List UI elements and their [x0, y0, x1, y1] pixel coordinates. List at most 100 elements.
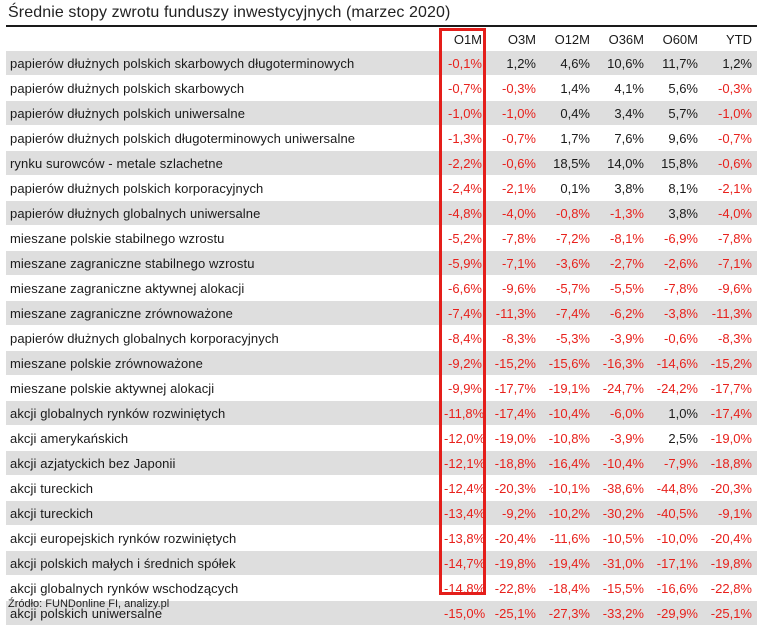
value-o36m: -6,2%	[595, 301, 649, 326]
value-ytd: -0,7%	[703, 126, 757, 151]
value-o60m: -14,6%	[649, 351, 703, 376]
value-o60m: 3,8%	[649, 201, 703, 226]
table-row: papierów dłużnych polskich skarbowych-0,…	[6, 76, 757, 101]
value-o3m: -0,3%	[487, 76, 541, 101]
fund-category-label: akcji tureckich	[6, 476, 440, 501]
table-row: mieszane polskie zrównoważone-9,2%-15,2%…	[6, 351, 757, 376]
header-ytd: YTD	[703, 28, 757, 51]
value-o3m: -7,1%	[487, 251, 541, 276]
value-ytd: -7,1%	[703, 251, 757, 276]
table-row: akcji amerykańskich-12,0%-19,0%-10,8%-3,…	[6, 426, 757, 451]
value-o1m: -14,8%	[440, 576, 487, 601]
fund-category-label: mieszane zagraniczne stabilnego wzrostu	[6, 251, 440, 276]
value-o60m: -24,2%	[649, 376, 703, 401]
value-o36m: -24,7%	[595, 376, 649, 401]
value-ytd: -9,1%	[703, 501, 757, 526]
value-o12m: -5,3%	[541, 326, 595, 351]
value-o36m: -16,3%	[595, 351, 649, 376]
value-o60m: -17,1%	[649, 551, 703, 576]
value-o12m: -7,2%	[541, 226, 595, 251]
value-ytd: -19,0%	[703, 426, 757, 451]
value-o3m: -11,3%	[487, 301, 541, 326]
value-o1m: -12,0%	[440, 426, 487, 451]
header-label	[6, 28, 440, 51]
value-o3m: -25,1%	[487, 601, 541, 625]
value-o60m: 11,7%	[649, 51, 703, 76]
value-o60m: -44,8%	[649, 476, 703, 501]
value-ytd: -0,6%	[703, 151, 757, 176]
value-o60m: 5,6%	[649, 76, 703, 101]
header-row: O1M O3M O12M O36M O60M YTD	[6, 28, 757, 51]
value-o1m: -0,7%	[440, 76, 487, 101]
table-row: mieszane zagraniczne zrównoważone-7,4%-1…	[6, 301, 757, 326]
value-o1m: -11,8%	[440, 401, 487, 426]
value-o1m: -9,9%	[440, 376, 487, 401]
value-o60m: -3,8%	[649, 301, 703, 326]
table-row: akcji europejskich rynków rozwiniętych-1…	[6, 526, 757, 551]
fund-category-label: akcji globalnych rynków rozwiniętych	[6, 401, 440, 426]
value-o12m: 4,6%	[541, 51, 595, 76]
returns-table: O1M O3M O12M O36M O60M YTD papierów dłuż…	[6, 28, 757, 625]
value-o1m: -5,9%	[440, 251, 487, 276]
value-o3m: -18,8%	[487, 451, 541, 476]
value-o3m: -19,0%	[487, 426, 541, 451]
value-o36m: -1,3%	[595, 201, 649, 226]
value-o36m: -3,9%	[595, 326, 649, 351]
value-o60m: -7,9%	[649, 451, 703, 476]
value-o3m: -20,4%	[487, 526, 541, 551]
value-o60m: -40,5%	[649, 501, 703, 526]
value-o3m: -0,7%	[487, 126, 541, 151]
fund-category-label: akcji globalnych rynków wschodzących	[6, 576, 440, 601]
fund-category-label: akcji tureckich	[6, 501, 440, 526]
value-o60m: 2,5%	[649, 426, 703, 451]
header-o60m: O60M	[649, 28, 703, 51]
page-title: Średnie stopy zwrotu funduszy inwestycyj…	[8, 4, 450, 22]
header-o3m: O3M	[487, 28, 541, 51]
value-o60m: -29,9%	[649, 601, 703, 625]
value-ytd: -8,3%	[703, 326, 757, 351]
value-o12m: -19,4%	[541, 551, 595, 576]
value-o12m: -19,1%	[541, 376, 595, 401]
value-o36m: -38,6%	[595, 476, 649, 501]
fund-category-label: akcji azjatyckich bez Japonii	[6, 451, 440, 476]
value-o12m: 18,5%	[541, 151, 595, 176]
value-ytd: -0,3%	[703, 76, 757, 101]
value-o60m: -7,8%	[649, 276, 703, 301]
value-o12m: -15,6%	[541, 351, 595, 376]
value-o3m: -15,2%	[487, 351, 541, 376]
value-o1m: -6,6%	[440, 276, 487, 301]
fund-category-label: rynku surowców - metale szlachetne	[6, 151, 440, 176]
fund-category-label: papierów dłużnych globalnych korporacyjn…	[6, 326, 440, 351]
value-ytd: -17,4%	[703, 401, 757, 426]
value-o60m: -2,6%	[649, 251, 703, 276]
value-ytd: -9,6%	[703, 276, 757, 301]
table-row: akcji polskich małych i średnich spółek-…	[6, 551, 757, 576]
table-row: mieszane polskie aktywnej alokacji-9,9%-…	[6, 376, 757, 401]
value-o36m: -5,5%	[595, 276, 649, 301]
fund-category-label: papierów dłużnych polskich uniwersalne	[6, 101, 440, 126]
table-row: papierów dłużnych globalnych korporacyjn…	[6, 326, 757, 351]
value-o3m: 1,2%	[487, 51, 541, 76]
value-o12m: -10,4%	[541, 401, 595, 426]
table-row: rynku surowców - metale szlachetne-2,2%-…	[6, 151, 757, 176]
table-row: akcji tureckich-13,4%-9,2%-10,2%-30,2%-4…	[6, 501, 757, 526]
value-ytd: -20,4%	[703, 526, 757, 551]
value-ytd: -15,2%	[703, 351, 757, 376]
value-o12m: -3,6%	[541, 251, 595, 276]
value-o3m: -1,0%	[487, 101, 541, 126]
value-ytd: -20,3%	[703, 476, 757, 501]
value-o1m: -13,8%	[440, 526, 487, 551]
value-o36m: 3,8%	[595, 176, 649, 201]
value-o3m: -2,1%	[487, 176, 541, 201]
value-o3m: -20,3%	[487, 476, 541, 501]
table-row: papierów dłużnych polskich skarbowych dł…	[6, 51, 757, 76]
fund-category-label: mieszane polskie zrównoważone	[6, 351, 440, 376]
value-ytd: -19,8%	[703, 551, 757, 576]
value-o36m: -6,0%	[595, 401, 649, 426]
value-o1m: -7,4%	[440, 301, 487, 326]
fund-category-label: papierów dłużnych globalnych uniwersalne	[6, 201, 440, 226]
value-o36m: 4,1%	[595, 76, 649, 101]
value-o12m: -5,7%	[541, 276, 595, 301]
fund-category-label: papierów dłużnych polskich skarbowych	[6, 76, 440, 101]
value-o36m: 3,4%	[595, 101, 649, 126]
